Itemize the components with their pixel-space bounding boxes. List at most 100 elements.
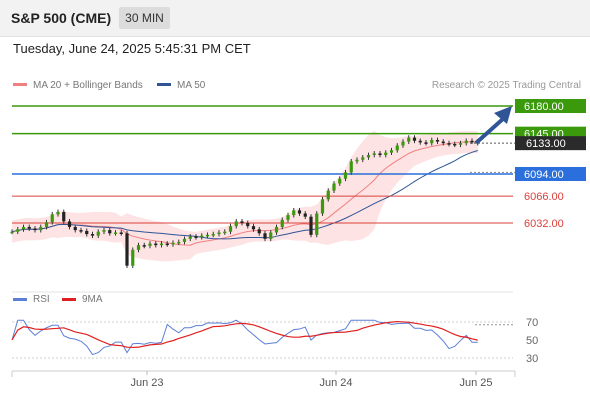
candle-body — [73, 226, 77, 231]
candle-body — [269, 232, 273, 239]
research-credit: Research © 2025 Trading Central — [431, 80, 581, 91]
rsi-label: RSI — [33, 294, 50, 305]
candle-body — [10, 231, 14, 234]
ma9-label: 9MA — [82, 294, 103, 305]
candle-body — [418, 140, 422, 143]
candle-body — [159, 243, 164, 246]
x-tick-label: Jun 24 — [319, 377, 352, 389]
legend-ma50: MA 50 — [157, 80, 205, 91]
candle-body — [211, 234, 215, 236]
candle-body — [395, 145, 399, 151]
x-tick-label: Jun 23 — [130, 377, 163, 389]
level-label-6032: 6032.00 — [524, 218, 564, 230]
candles — [10, 135, 480, 269]
bollinger-band — [12, 130, 478, 262]
candle-body — [142, 245, 146, 247]
level-label-6066: 6066.00 — [524, 191, 564, 203]
candle-body — [16, 229, 20, 232]
candle-body — [343, 172, 348, 179]
candle-body — [108, 230, 112, 234]
candle-body — [131, 249, 135, 266]
candle-body — [177, 241, 181, 244]
x-tick-label: Jun 25 — [459, 377, 492, 389]
candle-body — [263, 233, 267, 239]
candle-body — [90, 234, 95, 236]
ma50-line — [11, 150, 478, 240]
ma9-swatch — [62, 298, 76, 301]
candle-body — [246, 223, 250, 227]
header-bar: S&P 500 (CME) 30 MIN — [0, 0, 590, 37]
candle-body — [102, 230, 106, 232]
candle-body — [470, 140, 474, 143]
rsi-area — [12, 296, 512, 368]
candle-body — [309, 216, 313, 235]
bollinger-fill — [12, 130, 478, 262]
candle-body — [297, 210, 302, 214]
candle-body — [320, 199, 325, 214]
candle-body — [447, 143, 451, 145]
candle-body — [384, 152, 388, 156]
candle-body — [366, 155, 371, 158]
candle-body — [349, 161, 353, 173]
rsi-swatch — [13, 298, 27, 301]
arrow-head — [494, 106, 512, 124]
candle-body — [286, 215, 290, 220]
candle-body — [274, 226, 279, 233]
candle-body — [372, 153, 376, 156]
candle-body — [453, 143, 457, 146]
candle-body — [62, 211, 66, 222]
rsi-panel: RSI 9MA 70 50 30 — [11, 291, 538, 368]
candle-body — [228, 226, 233, 232]
rsi-tick-30: 30 — [526, 353, 538, 365]
candle-body — [113, 232, 118, 234]
time-axis: Jun 23 Jun 24 Jun 25 — [11, 370, 516, 389]
projection-arrow — [474, 106, 512, 145]
candle-body — [361, 157, 365, 160]
candle-body — [234, 221, 238, 227]
candle-body — [33, 228, 37, 231]
candle-body — [389, 150, 394, 153]
candle-body — [125, 233, 129, 266]
candle-body — [165, 243, 169, 246]
level-box-6094 — [515, 166, 586, 181]
timeframe-button[interactable]: 30 MIN — [119, 7, 170, 29]
candle-body — [136, 245, 141, 250]
candle-body — [441, 141, 445, 144]
candle-body — [44, 222, 49, 227]
level-box-6180 — [515, 99, 586, 113]
candle-body — [458, 143, 463, 145]
rsi-tick-50: 50 — [526, 335, 538, 347]
candle-body — [355, 159, 359, 162]
candle-body — [56, 211, 60, 215]
level-labels: 6180.006145.006133.006094.006066.006032.… — [515, 99, 586, 230]
candle-body — [154, 243, 158, 246]
rsi-ma-line — [11, 320, 478, 349]
candle-body — [79, 230, 83, 232]
candle-body — [303, 213, 307, 217]
rsi-line — [11, 319, 478, 356]
candle-body — [67, 221, 72, 227]
candle-body — [435, 139, 440, 142]
ma50-label: MA 50 — [177, 80, 206, 91]
ma20-label: MA 20 + Bollinger Bands — [33, 80, 143, 91]
candle-body — [280, 219, 284, 227]
candle-body — [182, 238, 187, 242]
rsi-tick-70: 70 — [526, 317, 538, 329]
candle-body — [401, 141, 405, 146]
arrow-shaft — [474, 116, 506, 145]
moving-averages — [11, 141, 478, 246]
candle-body — [27, 226, 31, 229]
candle-body — [21, 226, 26, 230]
level-label-6180: 6180.00 — [524, 101, 564, 113]
candle-body — [338, 178, 342, 184]
candle-body — [217, 232, 221, 235]
candle-body — [39, 226, 43, 231]
candle-body — [424, 142, 428, 144]
candle-body — [407, 137, 411, 142]
candle-body — [412, 137, 417, 141]
candle-body — [326, 190, 330, 200]
candle-body — [378, 153, 382, 156]
candle-body — [251, 226, 256, 230]
instrument-title: S&P 500 (CME) — [11, 10, 112, 26]
